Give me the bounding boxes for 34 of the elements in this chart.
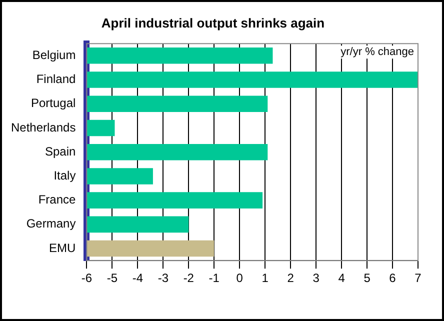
x-tick-label: -2 bbox=[183, 271, 194, 286]
y-tick-label: Portugal bbox=[31, 96, 76, 110]
bar bbox=[86, 240, 214, 257]
chart-title: April industrial output shrinks again bbox=[101, 15, 325, 30]
x-tick-label: 2 bbox=[287, 271, 294, 286]
y-tick-label: EMU bbox=[49, 240, 76, 255]
y-tick-label: Italy bbox=[54, 168, 76, 183]
x-tick-label: -1 bbox=[208, 271, 220, 286]
bar bbox=[86, 144, 268, 160]
bar bbox=[86, 72, 418, 88]
x-tick-label: 7 bbox=[414, 271, 422, 286]
bar bbox=[86, 216, 189, 233]
bar bbox=[86, 192, 263, 208]
x-tick-label: -4 bbox=[132, 271, 144, 286]
x-tick-label: -3 bbox=[158, 271, 169, 286]
y-tick-label: Belgium bbox=[32, 48, 76, 62]
x-tick-label: -5 bbox=[106, 271, 118, 286]
bar bbox=[86, 120, 115, 136]
y-tick-label: Finland bbox=[36, 72, 76, 86]
x-tick-label: 3 bbox=[312, 271, 320, 286]
x-tick-label: 1 bbox=[262, 271, 269, 286]
y-tick-label: France bbox=[38, 192, 76, 207]
x-tick-label: 6 bbox=[389, 271, 396, 286]
y-tick-label: Germany bbox=[26, 216, 76, 231]
x-tick-label: 4 bbox=[338, 271, 346, 286]
y-tick-label: Netherlands bbox=[10, 120, 76, 134]
x-tick-label: 0 bbox=[236, 271, 244, 286]
bar bbox=[86, 48, 273, 64]
bar bbox=[86, 168, 153, 184]
bar bbox=[86, 96, 268, 112]
x-tick-label: -6 bbox=[81, 271, 92, 286]
y-tick-label: Spain bbox=[45, 144, 76, 158]
annotation: yr/yr % change bbox=[340, 46, 414, 58]
x-tick-label: 5 bbox=[364, 271, 371, 286]
